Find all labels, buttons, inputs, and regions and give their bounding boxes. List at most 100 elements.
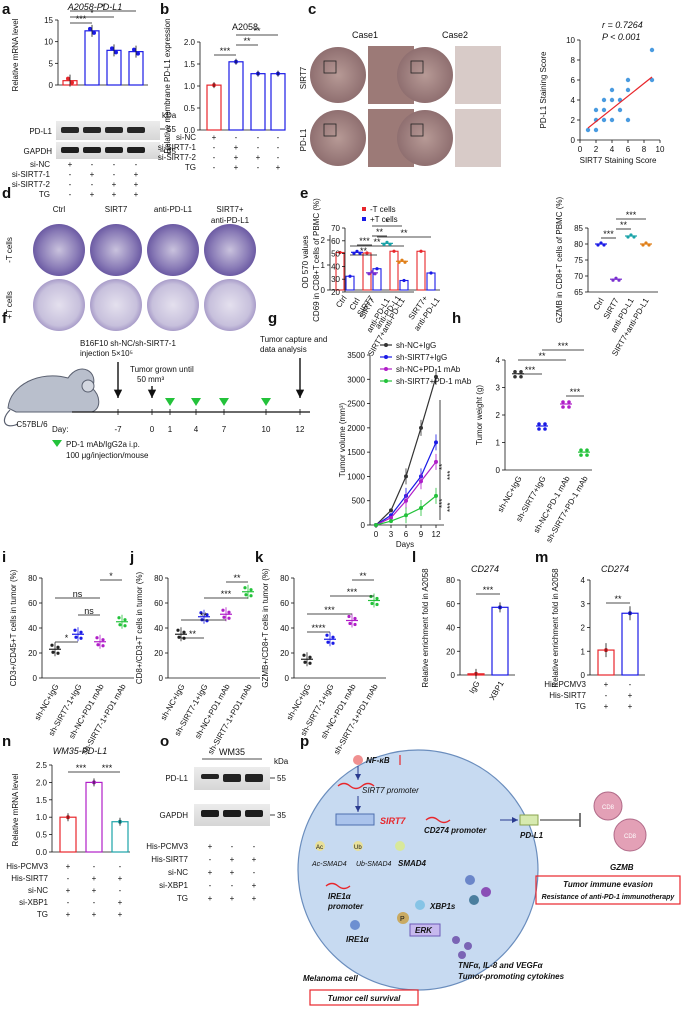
panel-f-day: 12 bbox=[296, 425, 305, 434]
panel-n-sign: + bbox=[118, 898, 123, 907]
panel-k-point bbox=[331, 635, 335, 639]
panel-d-bar bbox=[372, 268, 382, 291]
panel-i-sig: * bbox=[109, 571, 113, 581]
panel-k-point bbox=[308, 661, 312, 665]
panel-h-y-tick-label: 4 bbox=[496, 356, 501, 365]
panel-l-y-tick-label: 0 bbox=[451, 671, 456, 680]
panel-i-point bbox=[123, 624, 127, 628]
panel-n-sig: *** bbox=[76, 763, 87, 773]
panel-f-mouse bbox=[7, 368, 100, 413]
panel-k-point bbox=[303, 660, 307, 664]
panel-m-title: CD274 bbox=[601, 564, 629, 574]
panel-k-point bbox=[302, 653, 306, 657]
panel-d-bar bbox=[345, 275, 355, 291]
panel-e-gzmb-y-tick-label: 85 bbox=[574, 224, 583, 233]
panel-a-band-pdl1 bbox=[83, 127, 101, 133]
panel-p-p: P bbox=[400, 916, 405, 923]
panel-c-x-tick-label: 0 bbox=[578, 145, 583, 154]
panel-i-point bbox=[79, 636, 83, 640]
panel-c-zoom-box bbox=[410, 60, 424, 74]
panel-c-case1: Case1 bbox=[352, 30, 378, 40]
panel-g-y-tick-label: 3500 bbox=[347, 351, 365, 360]
panel-k-y-tick-label: 0 bbox=[285, 674, 290, 683]
panel-c-point bbox=[625, 117, 631, 123]
panel-n-sign: - bbox=[93, 862, 96, 871]
panel-c-point bbox=[625, 77, 631, 83]
panel-e-gzmb-y-tick-label: 80 bbox=[574, 240, 583, 249]
panel-i-y-tick-label: 0 bbox=[33, 674, 38, 683]
panel-c-point bbox=[609, 87, 615, 93]
panel-c-zoom-box bbox=[323, 60, 337, 74]
panel-n-sign: + bbox=[92, 886, 97, 895]
panel-i-point bbox=[101, 644, 105, 648]
panel-n-title: WM35-PD-L1 bbox=[53, 746, 108, 756]
panel-p-dna2 bbox=[325, 882, 351, 890]
panel-e-gzmb-x-label: Ctrl bbox=[592, 296, 606, 311]
panel-e-cd69-point bbox=[367, 272, 371, 276]
panel-d-plate bbox=[33, 224, 85, 276]
panel-a-sign: - bbox=[69, 190, 72, 199]
panel-f-day: 4 bbox=[194, 425, 199, 434]
panel-a-sign: + bbox=[90, 190, 95, 199]
panel-h-point bbox=[513, 369, 517, 374]
panel-o-kda: kDa bbox=[274, 757, 289, 766]
panel-l-y-tick-label: 60 bbox=[446, 600, 455, 609]
panel-letter: c bbox=[308, 1, 316, 18]
panel-g-sig: ** bbox=[438, 464, 447, 470]
panel-f-mouse-ear bbox=[81, 379, 95, 393]
panel-p-cd8: CD8 bbox=[602, 805, 615, 811]
panel-f-capture: Tumor capture and bbox=[260, 335, 327, 344]
panel-d-col-label: anti-PD-L1 bbox=[211, 216, 250, 225]
panel-j-sig: ** bbox=[200, 611, 208, 621]
panel-l-sig: *** bbox=[483, 585, 494, 595]
panel-e-cd69-y-tick-label: 40 bbox=[331, 262, 340, 271]
panel-a-sign: - bbox=[113, 160, 116, 169]
panel-o-condition: si-XBP1 bbox=[159, 881, 188, 890]
panel-a-sign: + bbox=[134, 170, 139, 179]
panel-e-gzmb-point bbox=[632, 235, 636, 239]
panel-i-sig: * bbox=[65, 633, 69, 643]
panel-j-point bbox=[249, 594, 253, 598]
panel-f-capture: data analysis bbox=[260, 345, 307, 354]
panel-o-sign: + bbox=[252, 894, 257, 903]
panel-d-plate bbox=[204, 224, 256, 276]
panel-d-y-tick-label: 0 bbox=[321, 286, 326, 295]
panel-b-y-tick-label: 0.5 bbox=[184, 104, 196, 113]
panel-j-point bbox=[177, 635, 181, 639]
panel-o-sign: - bbox=[231, 842, 234, 851]
panel-m-sign: - bbox=[605, 691, 608, 700]
panel-j-point bbox=[221, 608, 225, 612]
panel-letter: e bbox=[300, 185, 308, 202]
panel-p-ac: Ac bbox=[316, 845, 323, 851]
panel-c-point bbox=[609, 117, 615, 123]
panel-b-sign: + bbox=[212, 133, 217, 142]
panel-o-sign: + bbox=[208, 842, 213, 851]
panel-c-zoom-box bbox=[323, 123, 337, 137]
panel-m-y-tick-label: 0 bbox=[581, 671, 586, 680]
panel-n-sign: - bbox=[67, 898, 70, 907]
panel-n-sign: + bbox=[66, 862, 71, 871]
panel-b-sig: ** bbox=[243, 36, 251, 46]
panel-h-point bbox=[543, 422, 547, 426]
panel-d-col-label: SIRT7 bbox=[105, 205, 128, 214]
panel-c-point bbox=[601, 97, 607, 103]
panel-d-bar bbox=[416, 250, 426, 291]
panel-g-point bbox=[374, 523, 378, 527]
panel-h-ylabel: Tumor weight (g) bbox=[475, 385, 484, 446]
panel-b-sign: - bbox=[257, 133, 260, 142]
panel-d-point bbox=[365, 251, 369, 255]
panel-p-cytokine-icon bbox=[481, 887, 491, 897]
panel-a-blot-label-pdl1: PD-L1 bbox=[29, 127, 52, 136]
panel-c-tissue-core bbox=[310, 110, 366, 166]
panel-b-condition: si-SIRT7-2 bbox=[158, 153, 197, 162]
panel-a-mw: 55 bbox=[167, 125, 176, 134]
panel-p-ire1a-icon bbox=[350, 920, 360, 930]
panel-c-y-tick-label: 4 bbox=[571, 96, 576, 105]
panel-o-sign: + bbox=[230, 855, 235, 864]
panel-g-ylabel: Tumor volume (mm³) bbox=[338, 402, 347, 477]
panel-e-cd69-ylabel: CD69 in CD8+T cells of PBMC (%) bbox=[312, 198, 321, 322]
panel-letter: o bbox=[160, 733, 169, 750]
panel-o-sign: - bbox=[231, 881, 234, 890]
panel-e-cd69-y-tick-label: 70 bbox=[331, 224, 340, 233]
panel-g-legend-marker bbox=[384, 367, 388, 371]
